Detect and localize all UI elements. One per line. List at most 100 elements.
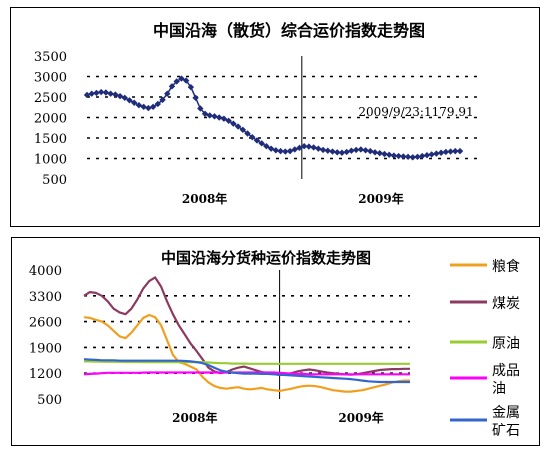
data-point [310, 144, 317, 151]
data-point [168, 83, 176, 90]
data-point [258, 140, 265, 147]
data-point [319, 146, 327, 154]
data-point [206, 112, 213, 119]
x-tick-label: 2009年 [358, 191, 403, 206]
data-point [187, 83, 195, 91]
data-point [107, 90, 114, 97]
y-tick-label: 4000 [29, 264, 62, 279]
data-point [452, 147, 459, 155]
data-point [192, 94, 199, 102]
data-point [239, 126, 247, 133]
data-point [442, 148, 450, 156]
data-point [93, 89, 100, 97]
legend-label: 粮食 [492, 258, 520, 275]
y-tick-label: 500 [42, 173, 67, 188]
data-point [362, 147, 369, 154]
legend-label: 矿石 [492, 423, 520, 439]
data-point [329, 148, 336, 155]
data-point [178, 75, 185, 82]
data-point [244, 130, 251, 137]
data-point [149, 103, 157, 111]
composite-index-chart: 中国沿海（散货）综合运价指数走势图 2009/9/23:1179.91 500 1… [34, 21, 479, 206]
legend-label: 煤炭 [492, 296, 520, 312]
data-point [234, 123, 242, 130]
data-point [343, 148, 350, 156]
data-point [220, 115, 228, 122]
data-point [282, 148, 289, 155]
data-point [88, 90, 95, 97]
data-point [263, 143, 270, 150]
y-tick-label: 3500 [34, 50, 67, 65]
data-point [211, 113, 218, 120]
data-point [225, 117, 232, 124]
data-point [197, 105, 204, 112]
data-point [352, 146, 360, 154]
y-tick-label: 1500 [34, 132, 67, 147]
data-point [371, 149, 379, 156]
data-point [385, 151, 393, 159]
legend-label: 金属 [492, 405, 520, 421]
legend-label: 原油 [492, 336, 520, 352]
data-point [102, 89, 110, 96]
data-point [357, 146, 365, 153]
cargo-index-chart-panel: 中国沿海分货种运价指数走势图 500 1200 1900 2600 3300 4000 2… [11, 237, 540, 446]
y-tick-label: 1000 [34, 153, 67, 168]
data-point [324, 147, 331, 154]
x-tick-label: 2008年 [172, 410, 217, 425]
data-point [145, 104, 152, 112]
data-point [315, 145, 322, 152]
data-point [131, 99, 138, 106]
data-point [140, 103, 147, 111]
y-tick-label: 1900 [29, 341, 62, 356]
data-point [230, 120, 237, 127]
y-tick-label: 2500 [34, 91, 67, 106]
y-tick-label: 500 [37, 393, 62, 408]
data-point [456, 147, 464, 155]
data-point [376, 149, 383, 157]
data-point [419, 152, 426, 160]
data-point [164, 90, 171, 97]
data-point [296, 144, 303, 152]
data-point [428, 151, 435, 158]
y-tick-label: 3000 [34, 71, 67, 86]
legend-label: 油 [492, 381, 506, 397]
y-tick-label: 3300 [29, 290, 62, 305]
data-point [338, 149, 346, 156]
data-point [395, 152, 402, 160]
chart-title: 中国沿海分货种运价指数走势图 [161, 249, 371, 267]
data-point [182, 77, 190, 84]
data-point [400, 153, 407, 160]
legend-label: 成品 [492, 363, 520, 379]
composite-index-chart-panel: 中国沿海（散货）综合运价指数走势图 2009/9/23:1179.91 500 1… [10, 7, 540, 227]
x-tick-label: 2009年 [338, 410, 383, 425]
cargo-index-chart: 中国沿海分货种运价指数走势图 500 1200 1900 2600 3300 4000 2… [29, 249, 520, 439]
data-point [159, 96, 166, 104]
data-point [390, 152, 398, 159]
y-tick-label: 2000 [34, 112, 67, 127]
data-point [154, 100, 162, 108]
series-line-原油 [84, 360, 410, 365]
data-point [216, 114, 223, 121]
chart-title: 中国沿海（散货）综合运价指数走势图 [153, 21, 425, 40]
data-point [253, 137, 261, 144]
x-tick-label: 2008年 [182, 191, 227, 206]
series-line-粮食 [83, 313, 410, 393]
data-point [173, 78, 180, 85]
data-point [348, 147, 355, 154]
data-point [381, 150, 388, 158]
data-point [334, 149, 341, 156]
y-tick-label: 2600 [29, 316, 62, 331]
data-point [409, 154, 416, 161]
data-point [97, 88, 105, 96]
data-point [423, 152, 431, 159]
series-line-金属矿石 [83, 358, 410, 384]
data-point [404, 153, 412, 161]
data-point [277, 147, 284, 155]
data-point [121, 94, 128, 102]
data-point [433, 150, 440, 157]
chart-annotation: 2009/9/23:1179.91 [358, 105, 473, 119]
data-point [447, 148, 454, 155]
data-point [305, 143, 313, 150]
data-point [437, 149, 445, 156]
data-point [126, 97, 133, 104]
